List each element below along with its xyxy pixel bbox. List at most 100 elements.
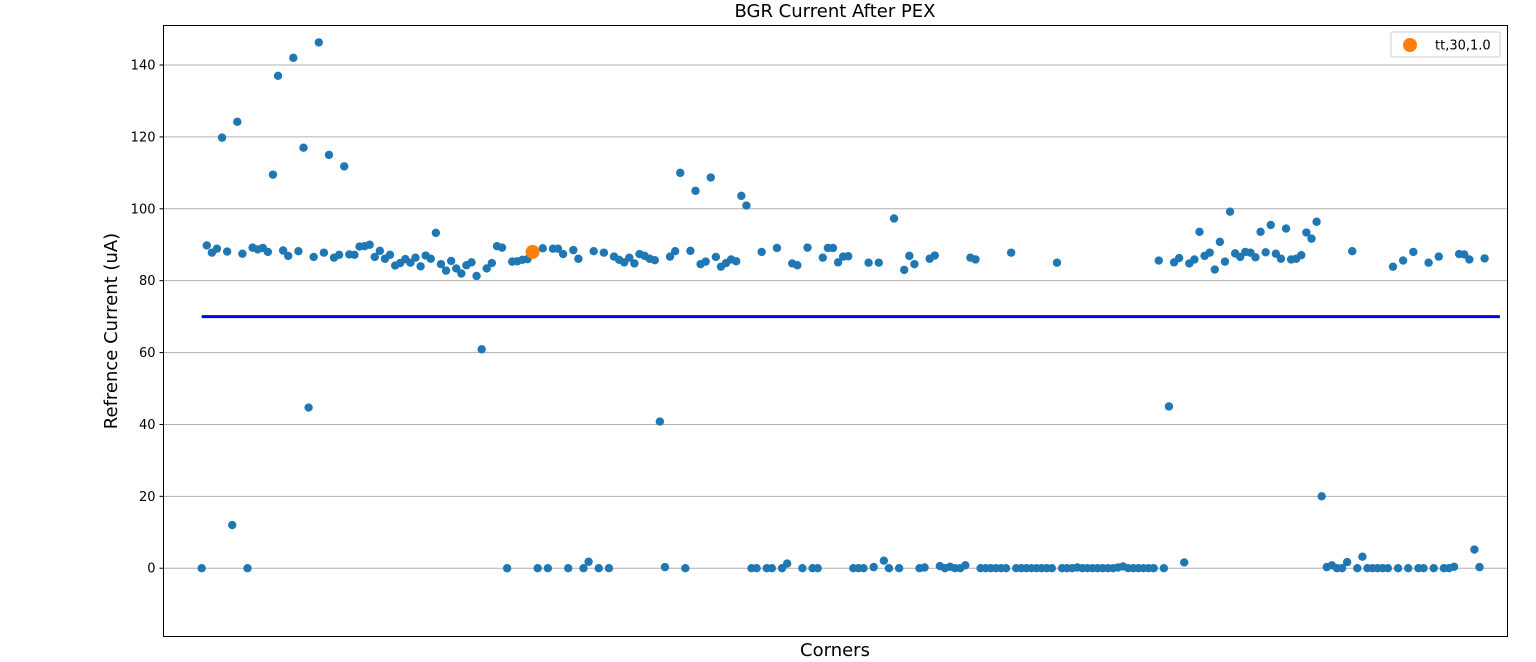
data-point — [1256, 227, 1265, 237]
data-point — [263, 247, 273, 257]
data-point — [630, 259, 639, 268]
data-points — [197, 38, 1489, 573]
data-point — [319, 248, 329, 257]
data-point — [569, 245, 578, 255]
data-point — [889, 214, 899, 223]
data-point — [1261, 248, 1270, 257]
data-point — [228, 520, 237, 530]
data-point — [900, 265, 909, 275]
data-point — [930, 251, 939, 260]
data-point — [910, 259, 919, 269]
data-point — [324, 150, 334, 160]
y-axis-ticks: 0 20 40 60 80 100 120 140 — [131, 59, 164, 577]
data-point — [268, 170, 278, 179]
data-point — [681, 564, 690, 573]
data-point — [971, 255, 980, 264]
data-point — [284, 251, 293, 261]
data-point — [543, 564, 553, 573]
y-tick-label: 0 — [147, 562, 155, 577]
highlight-point — [525, 244, 540, 259]
data-point — [844, 252, 853, 261]
data-point — [278, 246, 288, 255]
data-point — [1342, 557, 1352, 567]
data-point — [564, 564, 573, 573]
data-point — [416, 262, 425, 271]
data-point — [706, 173, 715, 182]
data-point — [487, 258, 497, 268]
data-point — [757, 247, 766, 257]
data-point — [238, 249, 247, 258]
legend: tt,30,1.0 — [1390, 31, 1501, 58]
data-point — [365, 240, 374, 249]
data-point — [1195, 227, 1204, 237]
data-point — [1307, 234, 1316, 243]
data-point — [1383, 564, 1393, 573]
legend-box — [1390, 31, 1501, 58]
data-point — [1164, 402, 1174, 411]
data-point — [1052, 258, 1062, 267]
data-point — [1251, 253, 1260, 262]
data-point — [879, 556, 889, 565]
data-point — [370, 252, 379, 262]
data-point — [289, 53, 298, 63]
y-axis-label: Refrence Current (uA) — [101, 233, 122, 429]
gridlines — [163, 64, 1508, 569]
legend-marker — [1403, 38, 1417, 52]
data-point — [732, 257, 741, 266]
data-point — [920, 563, 929, 572]
data-point — [1470, 545, 1479, 554]
data-point — [782, 559, 792, 568]
data-point — [533, 564, 542, 573]
data-point — [655, 417, 665, 426]
data-point — [1404, 564, 1413, 573]
data-point — [670, 247, 680, 256]
data-point — [222, 247, 232, 256]
data-point — [441, 266, 451, 275]
data-point — [604, 564, 614, 573]
data-point — [375, 246, 385, 256]
data-point — [1276, 254, 1286, 263]
data-point — [599, 248, 609, 257]
data-point — [243, 564, 252, 573]
data-point — [502, 564, 512, 573]
data-point — [1220, 257, 1230, 266]
data-point — [1419, 564, 1428, 573]
x-axis-label: Corners — [800, 640, 870, 661]
data-point — [233, 117, 242, 127]
data-point — [467, 258, 476, 267]
data-point — [350, 250, 359, 260]
data-point — [497, 243, 507, 252]
data-point — [1337, 564, 1347, 573]
data-point — [772, 243, 782, 253]
data-point — [752, 564, 761, 573]
data-point — [457, 269, 466, 278]
data-point — [304, 403, 313, 412]
data-point — [299, 143, 308, 152]
data-point — [650, 255, 659, 265]
data-point — [1215, 237, 1225, 247]
data-point — [1281, 224, 1291, 233]
data-point — [1353, 564, 1362, 573]
data-point — [828, 243, 838, 253]
data-point — [874, 258, 883, 267]
data-point — [1449, 562, 1459, 571]
data-point — [1424, 258, 1433, 267]
data-point — [1317, 492, 1326, 501]
data-point — [1358, 552, 1367, 561]
data-point — [1154, 256, 1163, 265]
data-point — [742, 201, 751, 210]
data-point — [553, 244, 563, 253]
data-point — [584, 557, 593, 566]
data-point — [1180, 558, 1189, 567]
legend-label: tt,30,1.0 — [1435, 39, 1491, 54]
data-point — [701, 257, 710, 266]
data-point — [884, 564, 894, 573]
data-point — [818, 253, 827, 262]
data-point — [472, 271, 481, 281]
y-tick-label: 20 — [139, 490, 156, 505]
data-point — [1434, 252, 1443, 261]
data-point — [660, 562, 670, 572]
y-tick-label: 100 — [131, 202, 156, 217]
